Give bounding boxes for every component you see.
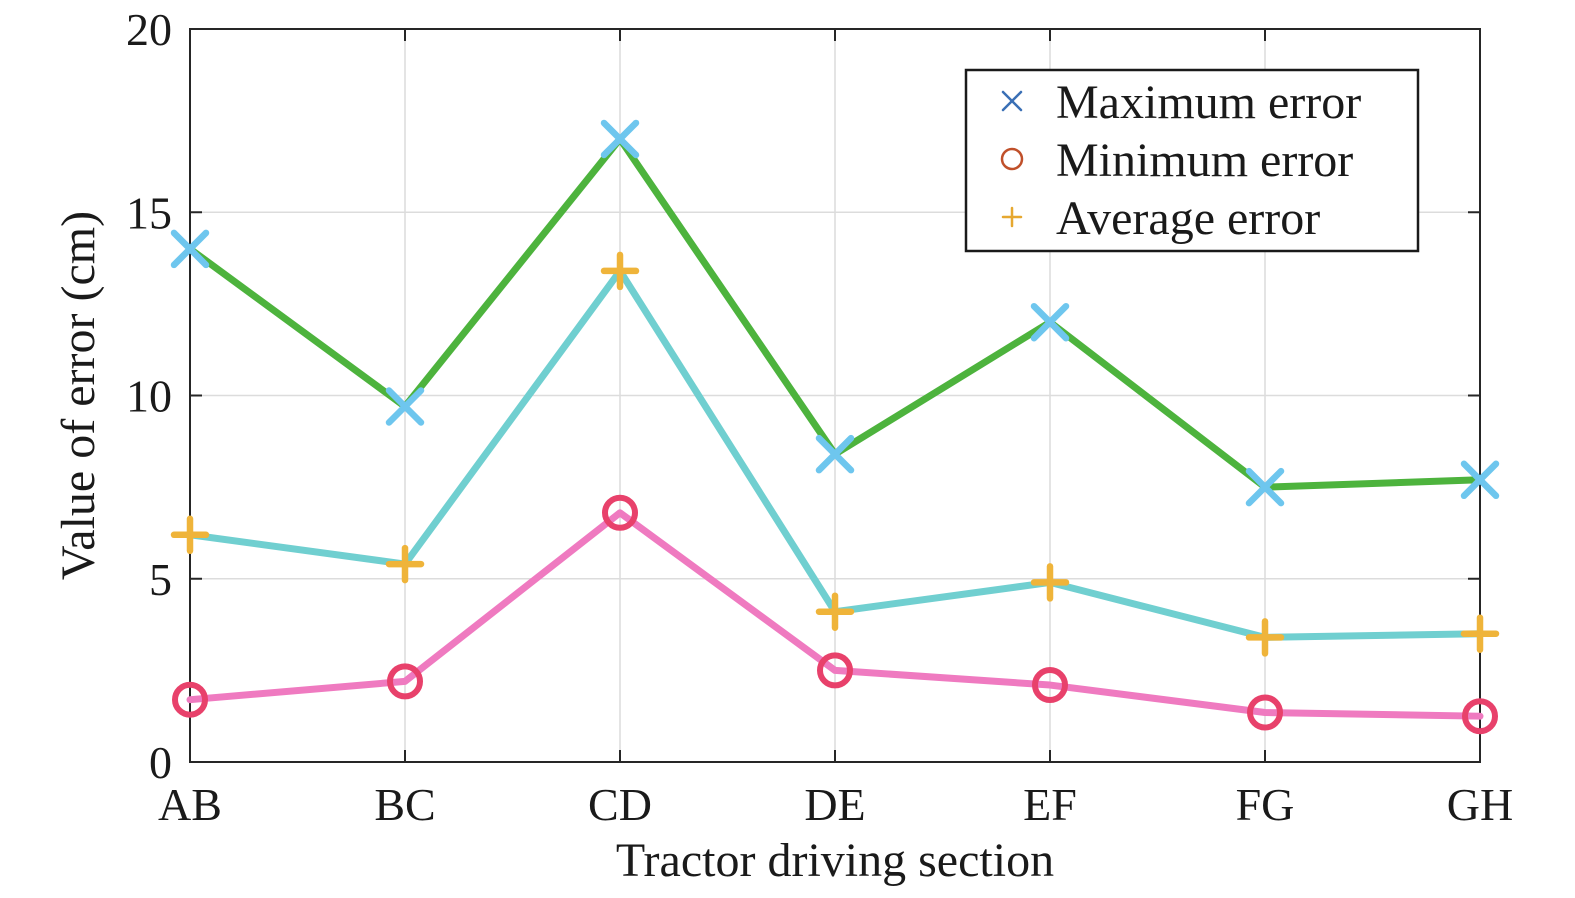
x-tick-label: EF <box>1023 779 1077 830</box>
data-point <box>1030 302 1070 342</box>
data-point <box>387 663 423 700</box>
y-tick-label: 10 <box>126 371 172 422</box>
legend-item: Maximum error <box>1001 76 1361 129</box>
data-point <box>170 515 210 555</box>
y-tick-label: 15 <box>126 187 172 238</box>
legend-item: Average error <box>1001 192 1320 245</box>
legend-label: Maximum error <box>1056 76 1361 129</box>
x-axis-title: Tractor driving section <box>616 834 1054 887</box>
data-point <box>1032 667 1068 704</box>
y-axis-title: Value of error (cm) <box>52 211 105 580</box>
x-tick-label: CD <box>588 779 652 830</box>
legend-marker <box>1001 206 1023 228</box>
y-tick-label: 0 <box>149 737 172 788</box>
y-tick-label: 20 <box>126 4 172 55</box>
data-point <box>817 652 853 689</box>
x-tick-label: DE <box>804 779 865 830</box>
legend-box <box>964 68 1420 253</box>
data-point <box>170 229 210 269</box>
markers-maximum-error <box>170 119 1500 507</box>
data-point <box>1460 460 1500 500</box>
data-point <box>815 434 855 474</box>
data-point <box>1245 618 1285 657</box>
data-point <box>1030 563 1070 602</box>
markers-average-error <box>170 251 1500 657</box>
data-point <box>172 681 208 718</box>
x-tick-label: FG <box>1236 779 1295 830</box>
data-point <box>602 494 638 531</box>
data-point <box>1245 467 1285 507</box>
legend-item: Minimum error <box>1000 134 1353 187</box>
data-point <box>815 592 855 631</box>
series-layer <box>170 119 1500 735</box>
data-point <box>1460 614 1500 653</box>
legend-marker <box>1000 147 1024 171</box>
legend-label: Minimum error <box>1056 134 1353 187</box>
data-point <box>1462 698 1498 735</box>
data-point <box>1247 694 1283 731</box>
y-tick-label: 5 <box>149 554 172 605</box>
x-tick-label: GH <box>1447 779 1513 830</box>
data-point <box>385 544 425 584</box>
x-tick-label: AB <box>158 779 222 830</box>
tick-labels: AB BC CD DE EF FG GH 0 5 10 15 20 <box>126 4 1513 830</box>
data-point <box>600 119 640 159</box>
series-line <box>186 509 1484 720</box>
legend-marker <box>1001 90 1023 112</box>
markers-minimum-error <box>172 494 1498 735</box>
x-tick-label: BC <box>374 779 435 830</box>
data-point <box>385 387 425 426</box>
legend-label: Average error <box>1056 192 1320 245</box>
series-minimum-error <box>186 509 1484 720</box>
data-point <box>600 251 640 291</box>
axis-ticks <box>189 28 1481 763</box>
